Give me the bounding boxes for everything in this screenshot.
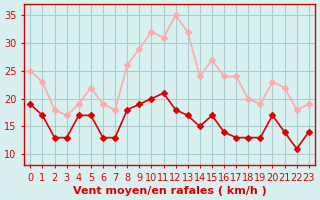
- X-axis label: Vent moyen/en rafales ( km/h ): Vent moyen/en rafales ( km/h ): [73, 186, 267, 196]
